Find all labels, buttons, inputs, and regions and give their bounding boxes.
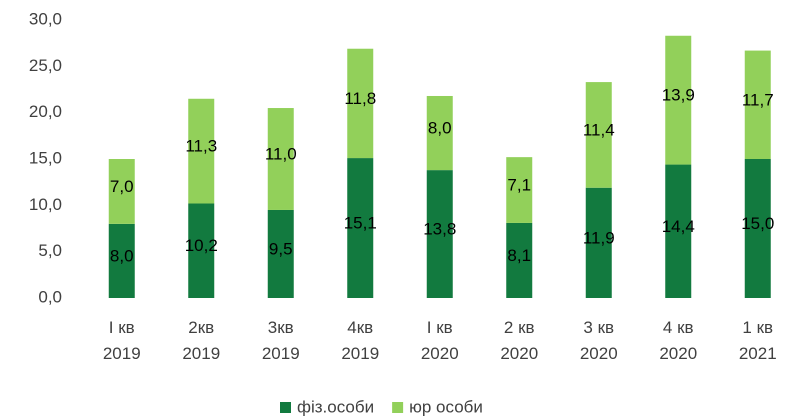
bar-segment bbox=[347, 158, 374, 298]
data-label: 11,9 bbox=[583, 228, 615, 247]
bar-segment bbox=[188, 98, 215, 204]
y-tick-label: 20,0 bbox=[29, 102, 62, 121]
data-label: 14,4 bbox=[662, 217, 695, 236]
x-tick-label: 2 кв 2020 bbox=[500, 318, 538, 363]
data-label: 7,0 bbox=[110, 177, 134, 196]
data-label: 8,0 bbox=[110, 246, 134, 265]
x-tick-label: 3 кв 2020 bbox=[580, 318, 618, 363]
bar-segment bbox=[506, 157, 533, 223]
data-label: 11,8 bbox=[344, 89, 376, 108]
x-tick-label: I кв 2019 bbox=[103, 318, 141, 363]
y-tick-label: 25,0 bbox=[29, 56, 62, 75]
data-label: 10,2 bbox=[185, 236, 218, 255]
data-label: 11,0 bbox=[265, 144, 297, 163]
bar-segment bbox=[506, 222, 533, 298]
bar-segment bbox=[267, 108, 294, 210]
data-label: 11,3 bbox=[185, 137, 217, 156]
y-tick-label: 0,0 bbox=[38, 287, 62, 306]
bar-segment bbox=[585, 187, 612, 298]
y-tick-label: 15,0 bbox=[29, 148, 62, 167]
bar-segment bbox=[744, 159, 771, 298]
bar-segment bbox=[665, 164, 692, 298]
x-tick-label: 4 кв 2020 bbox=[659, 318, 697, 363]
x-tick-label: 3кв 2019 bbox=[262, 318, 300, 363]
bar-segment bbox=[665, 35, 692, 165]
data-label: 11,7 bbox=[742, 90, 774, 109]
data-label: 9,5 bbox=[269, 239, 293, 258]
legend-swatch bbox=[392, 402, 404, 413]
data-label: 8,1 bbox=[507, 246, 531, 265]
x-tick-label: 4кв 2019 bbox=[341, 318, 379, 363]
y-tick-label: 5,0 bbox=[38, 241, 62, 260]
data-label: 15,0 bbox=[741, 214, 774, 233]
data-label: 11,4 bbox=[583, 120, 615, 139]
data-label: 13,9 bbox=[662, 86, 695, 105]
x-tick-label: 1 кв 2021 bbox=[739, 318, 777, 363]
bar-segment bbox=[108, 159, 135, 224]
legend-label: юр особи bbox=[409, 397, 483, 416]
data-label: 13,8 bbox=[423, 220, 456, 239]
bar-segment bbox=[267, 209, 294, 298]
bar-segment bbox=[347, 48, 374, 159]
bar-segment bbox=[585, 82, 612, 188]
x-tick-label: I кв 2020 bbox=[421, 318, 459, 363]
bar-segment bbox=[426, 170, 453, 298]
x-tick-label: 2кв 2019 bbox=[182, 318, 220, 363]
y-tick-label: 30,0 bbox=[29, 9, 62, 28]
data-label: 7,1 bbox=[507, 176, 531, 195]
bar-segment bbox=[108, 223, 135, 298]
data-label: 8,0 bbox=[428, 119, 452, 138]
y-tick-label: 10,0 bbox=[29, 195, 62, 214]
legend-swatch bbox=[280, 402, 291, 413]
legend-label: фіз.особи bbox=[297, 397, 374, 416]
bar-segment bbox=[744, 50, 771, 159]
bar-segment bbox=[188, 203, 215, 298]
bar-segment bbox=[426, 95, 453, 171]
data-label: 15,1 bbox=[344, 214, 377, 233]
